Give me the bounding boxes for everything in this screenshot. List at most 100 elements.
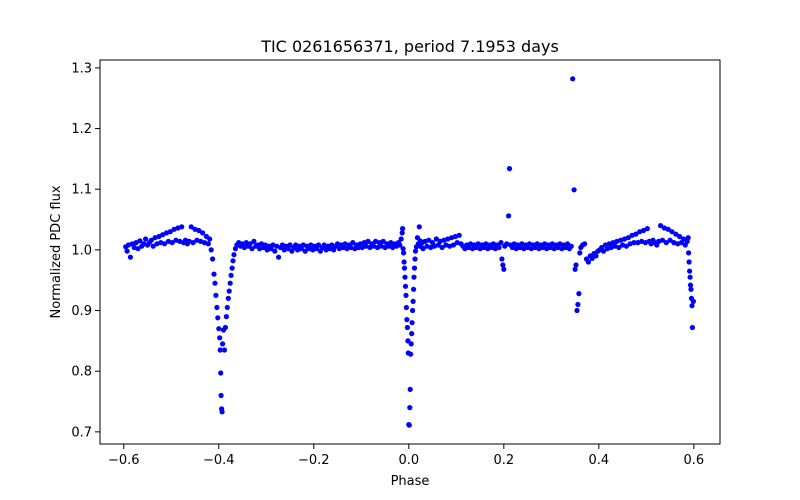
data-point [404, 317, 410, 323]
data-point [220, 341, 226, 347]
data-point [689, 303, 695, 309]
data-point [401, 250, 407, 256]
data-point [127, 254, 133, 260]
data-point [272, 248, 278, 254]
x-axis-label: Phase [391, 474, 430, 489]
data-point [167, 229, 173, 235]
y-tick-label: 1.3 [71, 61, 92, 76]
y-tick-label: 0.8 [71, 365, 92, 380]
data-point [124, 248, 130, 254]
data-point [188, 224, 194, 230]
data-point [625, 235, 631, 241]
data-point [207, 236, 213, 242]
data-point [658, 223, 664, 229]
data-point [506, 166, 513, 172]
data-point [222, 324, 228, 331]
x-tick-label: 0.6 [684, 453, 705, 468]
data-point [212, 280, 218, 286]
data-point [249, 246, 255, 252]
x-tick-label: 0.0 [398, 453, 419, 468]
data-point [150, 243, 156, 249]
x-tick-label: −0.4 [203, 453, 235, 468]
x-tick-label: 0.2 [493, 453, 514, 468]
data-point [217, 347, 223, 353]
data-point [405, 338, 411, 344]
data-point [226, 288, 232, 294]
data-point [506, 213, 512, 219]
data-point [408, 341, 414, 347]
data-point [148, 237, 154, 243]
data-point [137, 238, 143, 244]
data-point [623, 243, 630, 249]
data-point [223, 314, 229, 320]
data-point [216, 326, 222, 332]
data-point [571, 187, 577, 193]
data-point [593, 253, 599, 259]
data-point [162, 241, 168, 247]
data-point [439, 244, 445, 251]
data-point [342, 241, 348, 247]
data-point [407, 386, 413, 392]
data-point [400, 226, 406, 232]
data-point [287, 242, 293, 248]
data-point [663, 240, 669, 246]
data-point [498, 240, 504, 246]
data-point [380, 238, 386, 244]
data-point [677, 233, 683, 240]
data-point [687, 274, 693, 280]
data-point [190, 240, 196, 246]
x-tick-label: 0.4 [589, 453, 610, 468]
data-point [401, 259, 407, 265]
data-points [123, 76, 697, 428]
data-point [665, 226, 671, 232]
data-point [575, 301, 581, 308]
data-point [135, 246, 141, 252]
data-point [196, 227, 202, 234]
data-point [601, 248, 607, 254]
data-point [687, 282, 694, 288]
data-point [673, 231, 679, 237]
data-point [231, 252, 237, 258]
data-point [365, 238, 371, 244]
data-point [450, 242, 457, 248]
data-point [573, 262, 579, 268]
data-point [408, 351, 414, 357]
data-point [589, 255, 595, 261]
data-point [400, 246, 406, 252]
data-point [315, 242, 322, 248]
data-point [402, 283, 409, 289]
data-point [585, 259, 592, 265]
data-point [404, 324, 410, 331]
data-point [616, 244, 622, 251]
data-point [496, 244, 502, 251]
data-point [411, 286, 417, 292]
data-point [412, 248, 419, 254]
data-point [407, 405, 413, 411]
data-point [406, 422, 412, 428]
data-point [350, 240, 356, 246]
data-point [229, 265, 235, 271]
y-tick-label: 1.0 [71, 243, 92, 258]
data-point [689, 324, 696, 331]
data-point [688, 286, 694, 292]
y-axis-label: Normalized PDC flux [49, 185, 64, 318]
data-point [224, 304, 230, 311]
data-point [401, 265, 408, 271]
data-point [402, 274, 408, 280]
y-tick-label: 1.1 [71, 183, 92, 198]
data-point [230, 258, 236, 264]
data-point [582, 241, 588, 247]
data-point [143, 236, 149, 242]
data-point [276, 254, 282, 260]
data-point [409, 331, 415, 337]
data-point [690, 298, 697, 304]
data-point [659, 237, 666, 243]
data-point [169, 240, 175, 246]
data-point [403, 292, 409, 298]
x-tick-label: −0.2 [298, 453, 330, 468]
data-point [686, 250, 692, 256]
data-point [227, 280, 233, 286]
plot-area-frame [99, 59, 721, 445]
data-point [217, 335, 223, 341]
